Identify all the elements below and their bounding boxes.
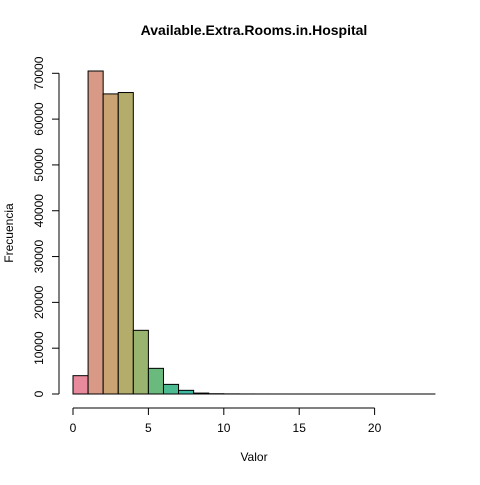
x-tick-label: 15 <box>293 421 307 435</box>
histogram-bar-6 <box>163 384 178 394</box>
y-tick-label: 30000 <box>32 240 46 274</box>
y-tick-label: 20000 <box>32 285 46 319</box>
x-tick-label: 0 <box>70 421 77 435</box>
chart-title: Available.Extra.Rooms.in.Hospital <box>141 22 368 38</box>
x-tick-label: 10 <box>217 421 231 435</box>
y-axis-label: Frecuencia <box>2 203 16 263</box>
y-tick-label: 50000 <box>32 148 46 182</box>
histogram-bar-8 <box>194 393 209 394</box>
histogram-bar-2 <box>103 94 118 394</box>
histogram-bar-4 <box>133 330 148 394</box>
x-axis: 0 5 10 15 20 <box>70 408 382 435</box>
histogram-bar-0 <box>73 376 88 394</box>
x-tick-label: 20 <box>368 421 382 435</box>
y-tick-label: 40000 <box>32 194 46 228</box>
histogram-bar-3 <box>118 93 133 394</box>
y-tick-label: 70000 <box>32 56 46 90</box>
histogram-bar-7 <box>179 390 194 394</box>
y-axis: 0 10000 20000 30000 40000 50000 60000 70000 <box>32 56 59 397</box>
x-tick-label: 5 <box>145 421 152 435</box>
x-axis-label: Valor <box>240 450 267 464</box>
histogram-bar-1 <box>88 71 103 394</box>
histogram-bar-5 <box>148 368 163 394</box>
bars-group <box>73 71 435 394</box>
y-tick-label: 60000 <box>32 102 46 136</box>
y-tick-label: 10000 <box>32 331 46 365</box>
y-tick-label: 0 <box>32 390 46 397</box>
